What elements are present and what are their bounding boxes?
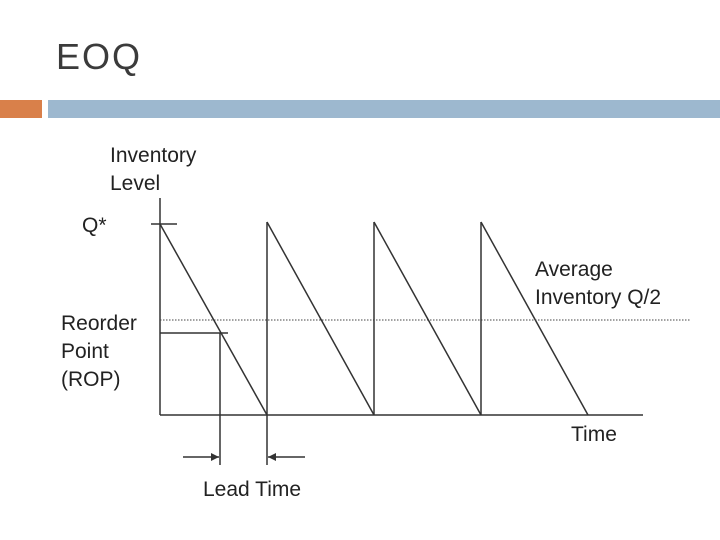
time-axis-label: Time (571, 423, 617, 446)
inventory-level-label: Inventory Level (110, 144, 197, 195)
sawtooth-cycle-4 (480, 221, 589, 416)
accent-bar-blue (48, 100, 720, 118)
sawtooth-cycle-1 (159, 223, 268, 416)
accent-bar-orange (0, 100, 42, 118)
sawtooth-cycle-2 (266, 221, 375, 416)
sawtooth-cycle-3 (373, 221, 482, 416)
average-inventory-label: Average Inventory Q/2 (535, 258, 662, 309)
slide-title: EOQ (56, 36, 143, 77)
lead-time-left-arrow (183, 453, 219, 461)
lead-time-label: Lead Time (203, 478, 302, 501)
q-star-label: Q* (82, 214, 107, 237)
lead-time-right-arrow (268, 453, 305, 461)
reorder-point-label: Reorder Point (ROP) (61, 312, 137, 391)
